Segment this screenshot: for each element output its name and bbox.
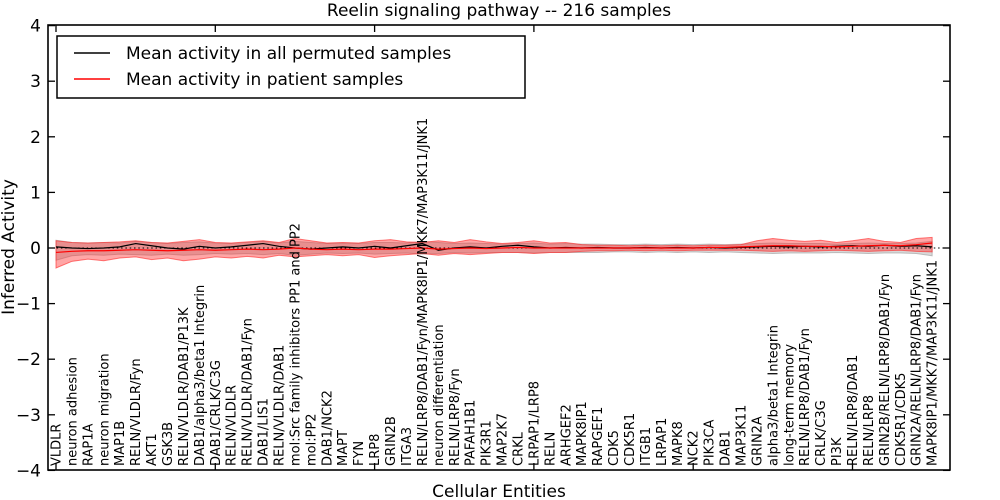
x-tick-label: LRPAP1 bbox=[655, 418, 670, 466]
x-tick-label: CDK5R1 bbox=[623, 413, 638, 466]
x-tick-label: LRPAP1/LRP8 bbox=[527, 381, 542, 466]
x-tick-label: PI3K bbox=[830, 437, 845, 466]
x-tick-label: DAB1/CRLK/C3G bbox=[209, 360, 224, 466]
x-tick-label: RELN/LRP8/DAB1/Fyn/MAPK8IP1/MKK7/MAP3K11… bbox=[416, 118, 431, 466]
x-tick-label: LRP8 bbox=[368, 434, 383, 466]
x-tick-label: DAB1/NCK2 bbox=[320, 390, 335, 466]
x-tick-label: RELN/VLDLR bbox=[225, 385, 240, 466]
x-tick-label: ARHGEF2 bbox=[559, 404, 574, 466]
x-tick-label: MAPT bbox=[336, 430, 351, 466]
y-tick-label: 1 bbox=[30, 183, 41, 203]
series-bands bbox=[55, 236, 933, 269]
x-tick-label: DAB1 bbox=[719, 430, 734, 466]
x-tick-label: RELN/VLDLR/DAB1/Fyn bbox=[241, 318, 256, 466]
x-tick-label: GRIN2B/RELN/LRP8/DAB1/Fyn bbox=[878, 274, 893, 466]
x-tick-label: GRIN2A/RELN/LRP8/DAB1/Fyn bbox=[910, 274, 925, 466]
x-tick-label: DAB1/alpha3/beta1 Integrin bbox=[193, 285, 208, 466]
x-tick-label: CDK5 bbox=[607, 430, 622, 466]
legend-label-permuted: Mean activity in all permuted samples bbox=[126, 44, 451, 64]
x-tick-label: CDK5R1/CDK5 bbox=[894, 373, 909, 466]
x-tick-label: FYN bbox=[352, 441, 367, 466]
x-tick-label: MAP3K11 bbox=[734, 405, 749, 466]
y-tick-label: −1 bbox=[16, 295, 41, 315]
x-tick-label: MAPK8IP1 bbox=[575, 401, 590, 466]
permuted-mean-line bbox=[55, 242, 933, 251]
x-tick-label: ITGA3 bbox=[400, 427, 415, 466]
x-tick-label: RELN/VLDLR/DAB1/P13K bbox=[177, 307, 192, 466]
y-tick-label: 4 bbox=[30, 17, 41, 37]
x-tick-label: PIK3CA bbox=[703, 419, 718, 466]
x-tick-label: AKT1 bbox=[145, 433, 160, 466]
x-tick-label: RELN/VLDLR/Fyn bbox=[129, 358, 144, 466]
chart-title: Reelin signaling pathway -- 216 samples bbox=[327, 1, 671, 21]
legend: Mean activity in all permuted samples Me… bbox=[56, 35, 526, 99]
x-tick-label: CRLK/C3G bbox=[814, 400, 829, 466]
x-tick-label: DAB1/LIS1 bbox=[257, 398, 272, 466]
x-tick-label: GRIN2A bbox=[750, 416, 765, 466]
y-tick-label: −2 bbox=[16, 350, 41, 370]
x-tick-label: RELN/LRP8/DAB1/Fyn bbox=[798, 328, 813, 466]
x-tick-label: VLDLR bbox=[50, 424, 65, 466]
x-tick-label: NCK2 bbox=[687, 430, 702, 466]
x-tick-label: RELN/LRP8 bbox=[862, 395, 877, 466]
x-tick-label: CRKL bbox=[511, 431, 526, 466]
x-tick-labels: VLDLR neuron adhesion RAP1A neuron migratio… bbox=[50, 118, 941, 466]
x-tick-label: mol:Src family inhibitors PP1 and PP2 bbox=[288, 223, 303, 466]
x-tick-label: neuron adhesion bbox=[65, 357, 80, 466]
x-axis-label: Cellular Entities bbox=[432, 482, 566, 500]
x-tick-label: mol:PP2 bbox=[304, 413, 319, 466]
x-tick-label: long-term memory bbox=[782, 344, 797, 466]
x-tick-label: ITGB1 bbox=[639, 427, 654, 466]
x-tick-label: MAPK8 bbox=[671, 421, 686, 466]
series-lines bbox=[48, 242, 950, 254]
x-tick-label: RELN/LRP8/Fyn bbox=[448, 368, 463, 466]
x-tick-label: alpha3/beta1 Integrin bbox=[766, 325, 781, 466]
y-tick-labels: 4 3 2 1 0 −1 −2 −3 −4 bbox=[16, 17, 41, 482]
x-tick-label: RELN bbox=[543, 432, 558, 466]
y-axis-label: Inferred Activity bbox=[0, 179, 19, 315]
legend-box bbox=[56, 35, 526, 99]
x-tick-label: neuron differentiation bbox=[432, 324, 447, 466]
y-tick-label: −4 bbox=[16, 461, 41, 481]
legend-label-patient: Mean activity in patient samples bbox=[126, 70, 403, 90]
x-tick-label: MAPK8IP1/MKK7/MAP3K11/JNK1 bbox=[926, 260, 941, 466]
x-tick-label: MAP1B bbox=[113, 421, 128, 466]
y-tick-label: −3 bbox=[16, 406, 41, 426]
y-tick-label: 2 bbox=[30, 128, 41, 148]
axis-ticks bbox=[48, 24, 950, 472]
x-tick-label: MAP2K7 bbox=[496, 413, 511, 466]
x-tick-label: GSK3B bbox=[161, 422, 176, 466]
x-tick-label: neuron migration bbox=[97, 353, 112, 466]
x-tick-label: RAP1A bbox=[81, 423, 96, 466]
y-tick-label: 0 bbox=[30, 239, 41, 259]
x-tick-label: PAFAH1B1 bbox=[464, 400, 479, 466]
x-tick-label: RELN/VLDLR/DAB1 bbox=[273, 345, 288, 466]
x-tick-label: RAPGEF1 bbox=[591, 407, 606, 466]
patient-mean-line bbox=[55, 242, 933, 254]
y-tick-label: 3 bbox=[30, 72, 41, 92]
x-tick-label: RELN/LRP8/DAB1 bbox=[846, 355, 861, 466]
x-tick-label: GRIN2B bbox=[384, 416, 399, 466]
x-tick-label: PIK3R1 bbox=[480, 420, 495, 466]
